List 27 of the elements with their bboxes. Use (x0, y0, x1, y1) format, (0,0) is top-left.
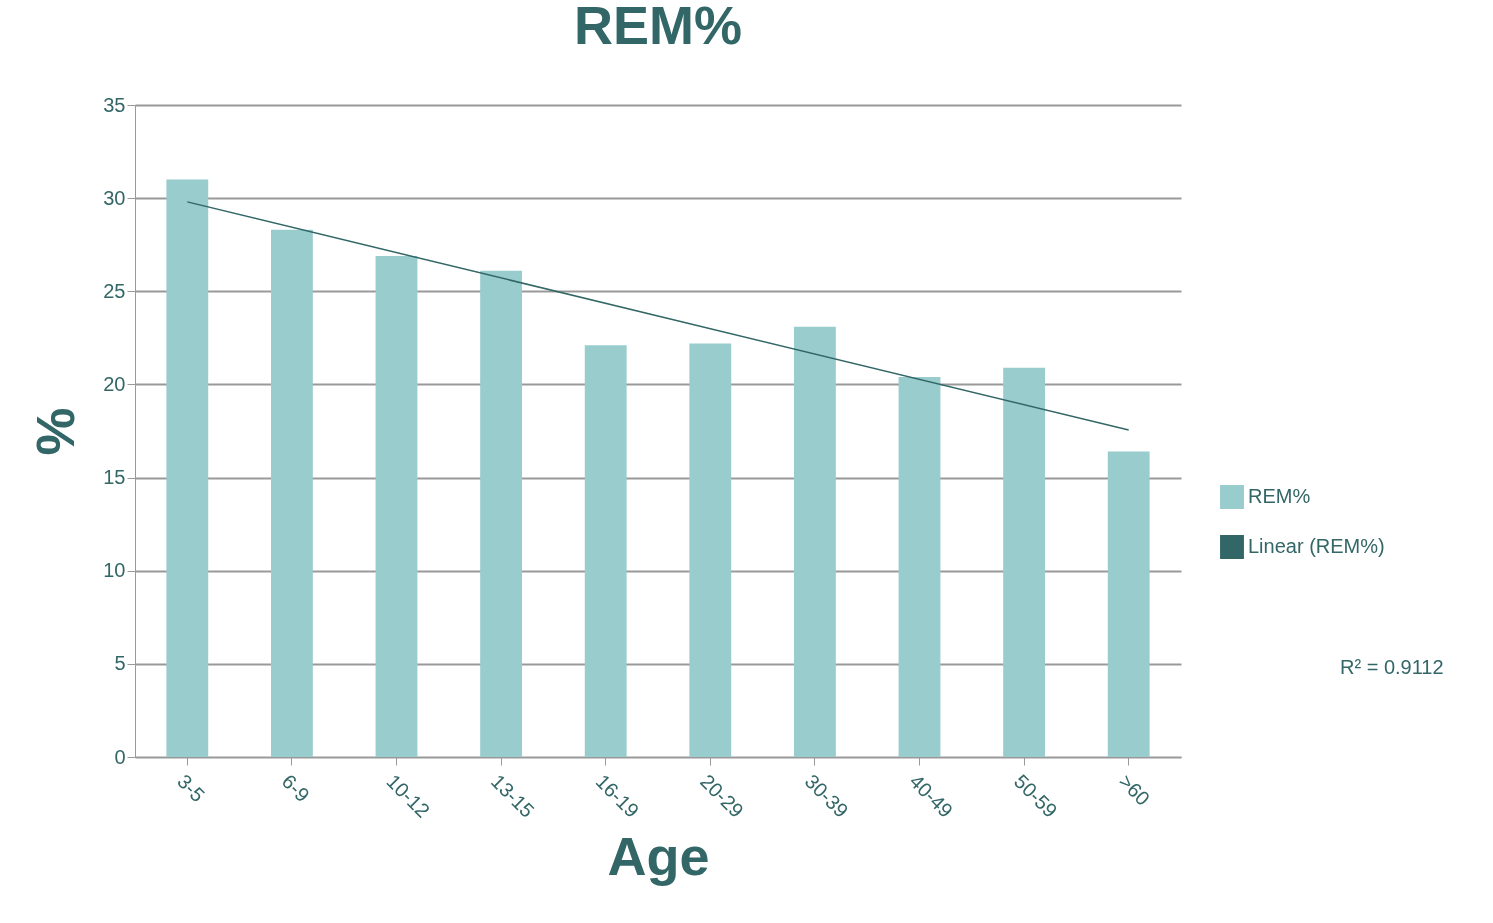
y-tick-label: 25 (103, 279, 126, 302)
bar (584, 345, 627, 757)
legend-label: Linear (REM%) (1248, 535, 1385, 557)
bar (898, 376, 941, 757)
x-axis-title: Age (607, 825, 710, 886)
legend-label: REM% (1248, 485, 1311, 507)
text: R² = 0.9112 (1340, 656, 1444, 678)
y-tick-label: 0 (114, 745, 126, 768)
bar (375, 255, 418, 757)
y-tick-label: 30 (103, 186, 126, 209)
bar (480, 270, 523, 757)
bar (270, 229, 313, 757)
bar (1003, 367, 1046, 757)
x-tick-label: >60 (1114, 770, 1155, 810)
bar (1107, 451, 1150, 757)
y-axis-title: % (25, 407, 86, 456)
bar (793, 326, 836, 757)
x-tick-label: 6-9 (277, 770, 314, 807)
y-tick-label: 10 (103, 559, 126, 582)
y-tick-label: 15 (103, 466, 126, 489)
bar (166, 179, 209, 757)
y-tick-label: 20 (103, 372, 126, 395)
y-tick-label: 35 (103, 93, 126, 116)
chart-title: REM% (573, 0, 743, 55)
x-tick-label: 3-5 (173, 770, 210, 807)
bar (689, 343, 732, 757)
y-tick-label: 5 (114, 652, 126, 675)
